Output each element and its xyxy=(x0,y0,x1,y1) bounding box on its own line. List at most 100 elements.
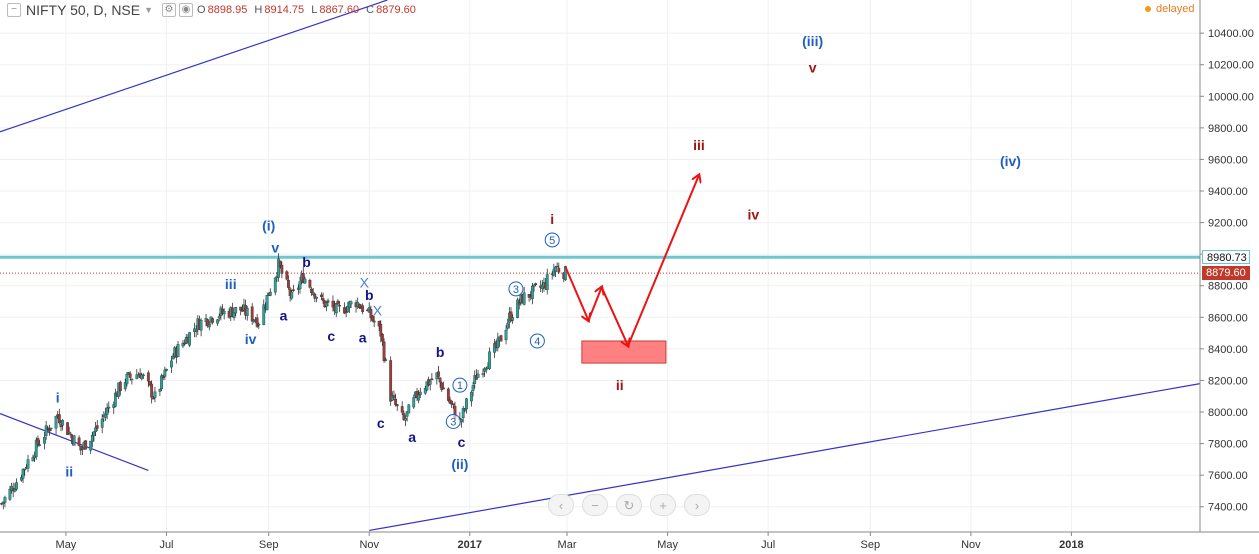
candle-up xyxy=(405,411,409,417)
candle-up xyxy=(193,328,196,332)
y-tick-label: 9800.00 xyxy=(1208,123,1248,135)
candle-up xyxy=(181,342,185,347)
candle-up xyxy=(20,477,23,481)
y-tick-label: 7400.00 xyxy=(1208,502,1248,514)
collapse-icon[interactable]: − xyxy=(7,3,21,17)
candle-down xyxy=(239,306,243,311)
plus-icon: + xyxy=(659,498,667,513)
candle-up xyxy=(552,269,556,276)
candle-up xyxy=(13,489,17,492)
wave-label: (iii) xyxy=(802,33,823,49)
candle-up xyxy=(334,303,338,314)
target-zone-box[interactable] xyxy=(581,340,667,364)
candle-up xyxy=(506,323,510,329)
settings-icon[interactable]: ⚙ xyxy=(162,3,177,17)
chart-grid xyxy=(0,0,1200,532)
target-zone[interactable] xyxy=(581,340,667,364)
candle-up xyxy=(488,351,491,369)
candle-up xyxy=(290,291,294,299)
wave-label: i xyxy=(550,211,554,227)
last-price-badge: 8879.60 xyxy=(1202,266,1250,281)
candle-up xyxy=(428,380,432,385)
candlestick-series xyxy=(0,253,567,510)
y-tick-label: 10400.00 xyxy=(1208,28,1254,40)
open-label: O xyxy=(197,4,206,16)
compare-icon[interactable]: ◉ xyxy=(179,3,194,17)
candle-down xyxy=(534,283,538,285)
candle-down xyxy=(442,387,445,390)
wave-label: b xyxy=(302,254,311,270)
y-tick-label: 10000.00 xyxy=(1208,91,1254,103)
candle-down xyxy=(59,424,63,428)
y-tick-label: 7600.00 xyxy=(1208,470,1248,482)
zoom-out-button[interactable]: − xyxy=(582,494,608,516)
candle-down xyxy=(446,388,450,401)
ohlc-values: O 8898.95 H 8914.75 L 8867.60 C 8879.60 xyxy=(197,4,420,16)
candle-up xyxy=(100,418,104,428)
candle-down xyxy=(310,288,313,293)
candle-up xyxy=(511,317,515,321)
candle-down xyxy=(400,406,404,413)
x-tick-label: Nov xyxy=(961,539,981,551)
wave-label: a xyxy=(359,330,367,346)
trend-line[interactable] xyxy=(369,383,1201,532)
scroll-left-button[interactable]: ‹ xyxy=(548,494,574,516)
chevron-down-icon[interactable]: ▼ xyxy=(144,5,154,15)
candle-up xyxy=(92,431,96,436)
candle-up xyxy=(311,292,315,295)
candle-up xyxy=(176,344,180,358)
candle-up xyxy=(107,406,111,409)
reset-chart-button[interactable]: ↻ xyxy=(616,494,642,516)
trend-line[interactable] xyxy=(0,0,388,133)
y-tick-label: 10200.00 xyxy=(1208,60,1254,72)
candle-down xyxy=(499,335,503,342)
symbol-title[interactable]: NIFTY 50, D, NSE xyxy=(26,2,141,18)
candle-up xyxy=(234,307,238,314)
candle-down xyxy=(321,298,325,301)
candle-down xyxy=(369,309,373,319)
candle-up xyxy=(49,427,53,430)
wave-label: c xyxy=(377,415,385,431)
candle-down xyxy=(371,315,374,321)
candle-up xyxy=(262,304,266,325)
candle-down xyxy=(338,305,341,307)
candle-up xyxy=(257,323,261,326)
candle-down xyxy=(287,280,290,288)
wave-circle-marker xyxy=(452,377,468,393)
candle-up xyxy=(89,440,93,451)
candle-up xyxy=(245,308,249,316)
candle-up xyxy=(33,455,37,459)
candle-down xyxy=(128,373,132,378)
candle-up xyxy=(90,435,94,442)
candle-up xyxy=(303,278,307,284)
candle-down xyxy=(344,311,348,313)
candle-down xyxy=(450,400,454,405)
forecast-arrow[interactable] xyxy=(564,266,588,321)
candle-up xyxy=(26,459,30,469)
candle-down xyxy=(557,267,561,273)
candle-up xyxy=(199,319,203,331)
candle-up xyxy=(384,359,388,361)
candle-down xyxy=(379,323,383,337)
candle-up xyxy=(232,312,236,318)
low-label: L xyxy=(311,4,318,16)
y-tick-label: 8400.00 xyxy=(1208,344,1248,356)
symbol-legend: − NIFTY 50, D, NSE ▼ ⚙ ◉ O 8898.95 H 8914.… xyxy=(4,1,420,19)
forecast-arrow[interactable] xyxy=(600,286,628,345)
wave-label: b xyxy=(436,344,445,360)
candle-up xyxy=(8,488,12,500)
candle-up xyxy=(545,274,549,290)
forecast-arrow[interactable] xyxy=(587,287,601,321)
candle-down xyxy=(36,438,40,445)
x-tick-label: Sep xyxy=(861,539,881,551)
scroll-right-button[interactable]: › xyxy=(684,494,710,516)
forecast-arrow[interactable] xyxy=(627,175,699,347)
candle-down xyxy=(326,300,330,303)
candle-up xyxy=(222,310,226,315)
status-text: delayed xyxy=(1156,3,1195,15)
candle-up xyxy=(207,324,211,328)
forecast-arrows[interactable] xyxy=(564,175,699,347)
candle-up xyxy=(471,385,475,391)
zoom-in-button[interactable]: + xyxy=(650,494,676,516)
